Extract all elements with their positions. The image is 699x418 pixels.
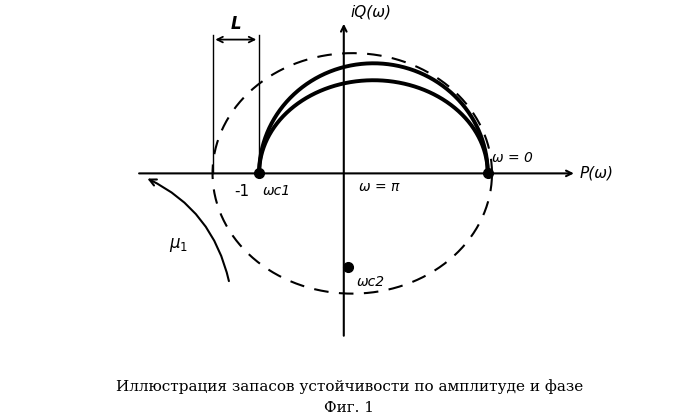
Text: ω = π: ω = π [359, 180, 399, 194]
Text: Иллюстрация запасов устойчивости по амплитуде и фазе: Иллюстрация запасов устойчивости по ампл… [116, 379, 583, 394]
Text: -1: -1 [233, 184, 249, 199]
Text: ω = 0: ω = 0 [492, 151, 533, 165]
Text: Фиг. 1: Фиг. 1 [324, 400, 375, 415]
Text: P(ω): P(ω) [579, 166, 613, 181]
Text: $\mu_1$: $\mu_1$ [169, 236, 188, 255]
Text: iQ(ω): iQ(ω) [351, 4, 391, 19]
Text: ωc2: ωc2 [356, 275, 384, 289]
Text: ωc1: ωc1 [264, 184, 291, 198]
Text: L: L [231, 15, 241, 33]
